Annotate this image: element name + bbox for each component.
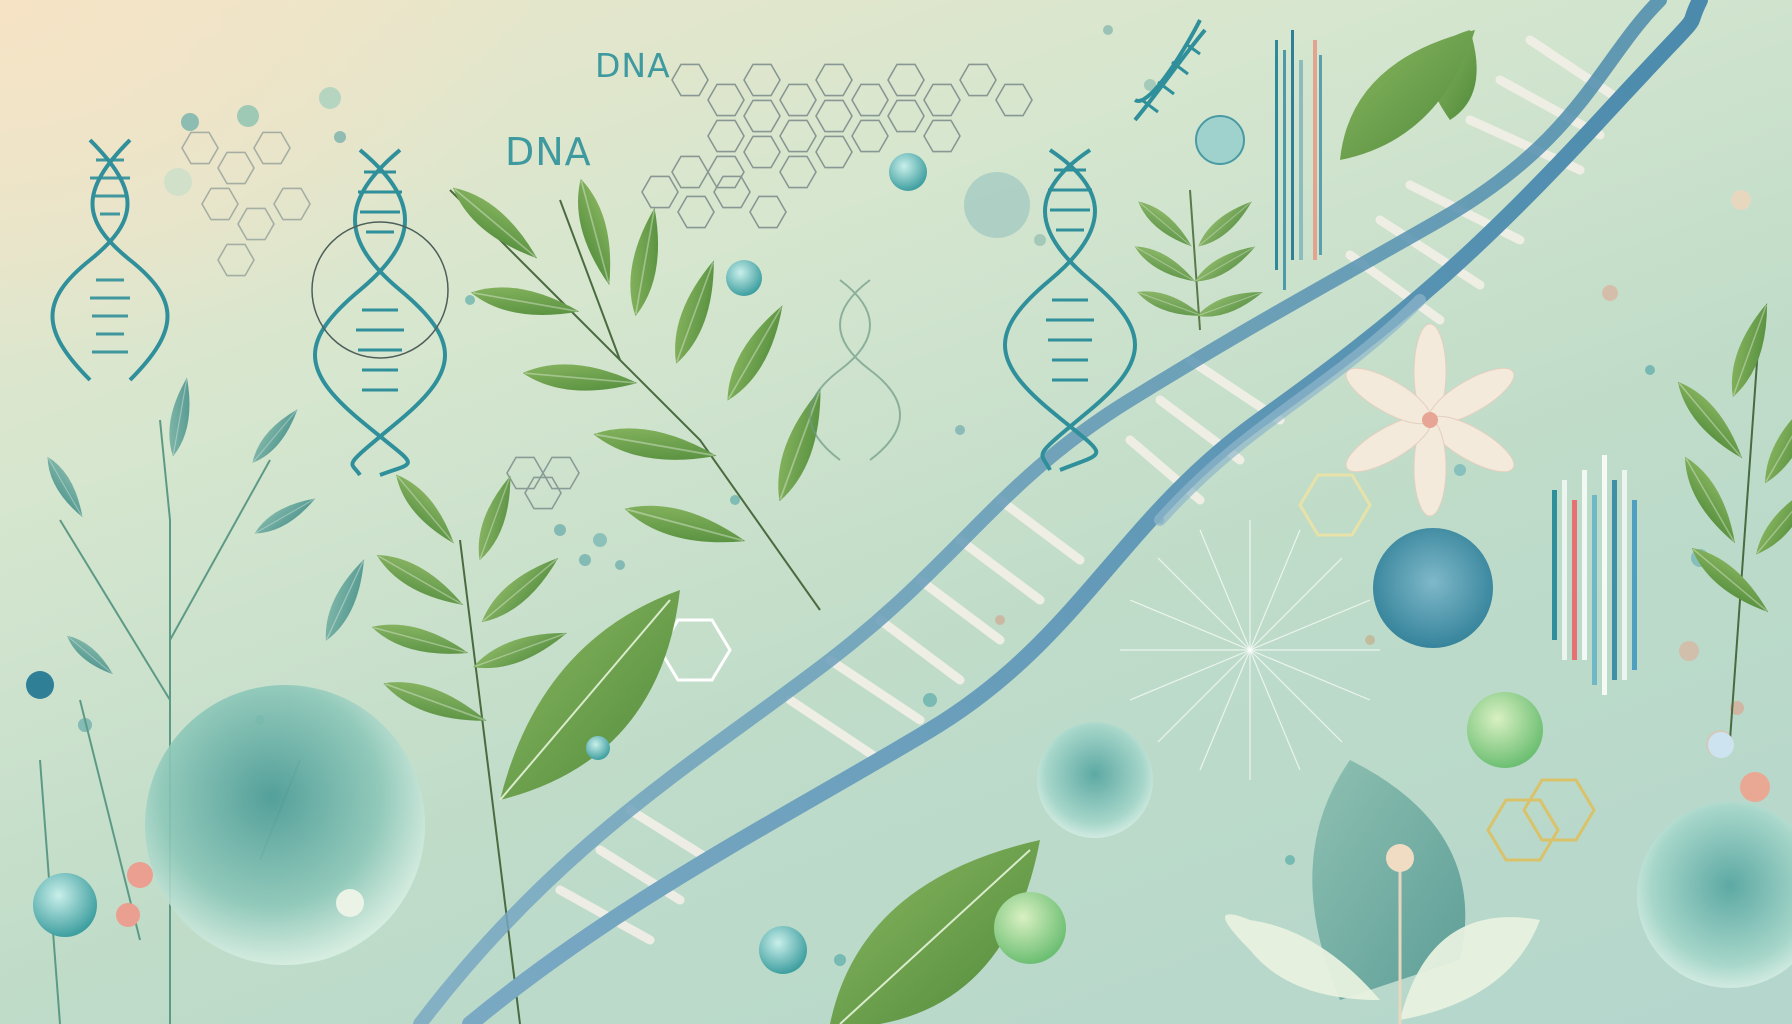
textured-cell-icon: [1373, 528, 1493, 648]
cell-sphere-icon: [1037, 722, 1153, 838]
dna-label-top: DNA: [595, 46, 671, 85]
bud-icon: [1386, 844, 1414, 872]
fern-branch: [445, 176, 833, 610]
dna-helix-icon: [312, 150, 448, 475]
radial-burst-icon: [1120, 520, 1380, 780]
cell-sphere-icon: [145, 685, 425, 965]
bud-icon: [26, 671, 54, 699]
dna-label-left: DNA: [505, 130, 592, 174]
fern-branch-upper-right: [1131, 190, 1266, 330]
hexagon-molecule-icon: [507, 457, 579, 508]
hexagon-molecule-icon: [182, 132, 310, 275]
dna-helix-icon: [53, 140, 168, 380]
dna-helix-icon: [420, 0, 1700, 1024]
cell-sphere-icon: [1637, 802, 1792, 988]
faint-cell-icon: [964, 172, 1030, 238]
ring-cell-icon: [1196, 116, 1244, 164]
dna-helix-outline-icon: [810, 280, 900, 460]
leaf-icon: [41, 376, 373, 679]
dna-helix-icon: [1135, 20, 1205, 120]
fern-branch-right: [1669, 299, 1792, 740]
